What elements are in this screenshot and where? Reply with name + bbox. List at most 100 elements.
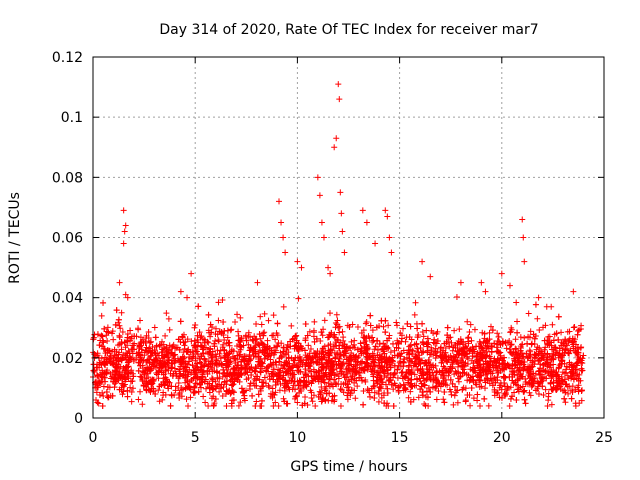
data-point xyxy=(96,379,103,386)
data-point xyxy=(381,343,388,350)
data-point xyxy=(199,369,206,376)
data-point xyxy=(405,369,412,376)
data-point xyxy=(96,359,103,366)
data-point xyxy=(94,399,101,406)
data-point xyxy=(224,357,231,364)
data-point xyxy=(212,395,219,402)
data-point xyxy=(489,343,496,350)
data-point xyxy=(238,385,245,392)
data-point xyxy=(101,374,108,381)
data-point xyxy=(230,396,237,403)
data-point xyxy=(453,359,460,366)
data-point xyxy=(112,363,119,370)
data-point xyxy=(414,345,421,352)
data-point xyxy=(437,344,444,351)
data-point xyxy=(176,346,183,353)
data-point xyxy=(369,334,376,341)
data-point xyxy=(155,387,162,394)
data-point xyxy=(512,345,519,352)
data-point xyxy=(423,327,430,334)
data-point xyxy=(562,336,569,343)
data-point xyxy=(215,337,222,343)
data-point xyxy=(316,373,323,380)
data-point xyxy=(168,365,175,372)
data-point xyxy=(284,368,291,375)
data-point xyxy=(137,352,144,359)
data-point xyxy=(212,385,219,392)
data-point xyxy=(250,337,257,344)
data-point xyxy=(116,386,123,393)
data-point xyxy=(309,398,316,405)
data-point xyxy=(542,386,549,393)
data-point xyxy=(548,401,555,408)
data-point xyxy=(435,387,442,394)
y-tick-label: 0.12 xyxy=(52,50,83,66)
data-point xyxy=(350,363,357,370)
data-point xyxy=(444,382,451,389)
data-point xyxy=(495,349,502,356)
data-point xyxy=(91,351,98,358)
data-point xyxy=(270,312,277,319)
data-point xyxy=(204,367,211,374)
data-point xyxy=(390,374,397,381)
data-point xyxy=(119,328,126,335)
data-point xyxy=(521,359,528,366)
data-point xyxy=(286,363,293,370)
data-point xyxy=(258,402,265,409)
data-point xyxy=(524,366,531,373)
data-point xyxy=(291,378,298,385)
data-point xyxy=(376,340,383,347)
data-point xyxy=(159,349,166,356)
data-point xyxy=(371,389,378,396)
data-point xyxy=(324,360,331,367)
data-point xyxy=(101,361,108,368)
data-point xyxy=(457,373,464,380)
data-point xyxy=(302,371,309,378)
data-point xyxy=(419,329,426,336)
data-point xyxy=(143,375,150,382)
data-point xyxy=(250,345,257,352)
data-point xyxy=(127,327,134,334)
data-point xyxy=(354,346,361,353)
data-point xyxy=(419,392,426,399)
data-point xyxy=(471,326,478,333)
data-point xyxy=(361,364,368,371)
data-point xyxy=(567,369,574,376)
data-point xyxy=(214,374,221,381)
data-point xyxy=(94,372,101,379)
data-point xyxy=(563,363,570,370)
data-point xyxy=(327,270,334,277)
data-point xyxy=(297,386,304,392)
data-point xyxy=(147,366,154,373)
data-point xyxy=(131,346,138,353)
data-point xyxy=(287,370,294,377)
data-point xyxy=(116,279,123,286)
data-point xyxy=(195,339,202,346)
data-point xyxy=(500,365,507,372)
data-point xyxy=(517,334,524,341)
data-point xyxy=(495,333,502,340)
data-point xyxy=(489,327,496,334)
data-point xyxy=(166,357,173,364)
data-point xyxy=(166,326,173,333)
data-point xyxy=(94,364,101,371)
data-point xyxy=(502,389,509,396)
data-point xyxy=(208,375,215,382)
data-point xyxy=(575,349,582,356)
data-point xyxy=(485,345,492,352)
data-point xyxy=(163,344,170,351)
data-point xyxy=(428,347,435,354)
data-point xyxy=(372,343,379,350)
data-point xyxy=(494,330,501,337)
data-point xyxy=(355,352,362,359)
data-point xyxy=(156,383,163,390)
data-point xyxy=(137,334,144,341)
data-point xyxy=(184,348,191,355)
data-point xyxy=(280,234,287,241)
data-point xyxy=(384,359,391,366)
data-point xyxy=(169,364,176,371)
data-point xyxy=(111,367,118,374)
data-point xyxy=(234,377,241,384)
data-point xyxy=(270,366,277,373)
data-point xyxy=(288,322,295,329)
